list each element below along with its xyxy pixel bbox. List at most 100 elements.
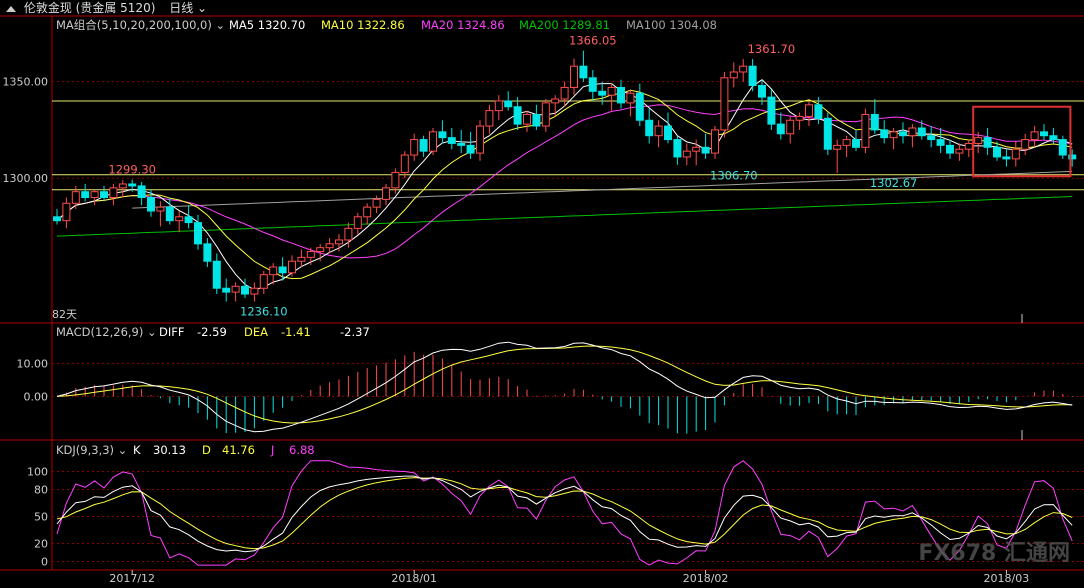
candle-body[interactable] (927, 135, 936, 141)
candle-body[interactable] (175, 216, 184, 222)
candle-body[interactable] (946, 144, 954, 154)
candle-body[interactable] (767, 96, 776, 125)
candle-body[interactable] (1040, 131, 1048, 137)
candle-body[interactable] (814, 104, 823, 119)
candle-body[interactable] (673, 139, 682, 158)
candle-body[interactable] (626, 92, 635, 104)
candle-body[interactable] (457, 142, 466, 146)
candle-body[interactable] (410, 139, 419, 156)
candle-body[interactable] (598, 90, 607, 96)
candle-body[interactable] (964, 142, 973, 150)
candle-body[interactable] (1011, 148, 1020, 160)
candle-body[interactable] (372, 198, 381, 208)
candle-body[interactable] (184, 216, 193, 224)
candle-body[interactable] (382, 187, 390, 200)
candle-body[interactable] (109, 187, 118, 198)
candle-body[interactable] (259, 274, 268, 289)
candle-body[interactable] (316, 247, 325, 253)
candle-body[interactable] (955, 148, 964, 154)
candle-body[interactable] (212, 260, 221, 289)
candle-body[interactable] (701, 146, 710, 154)
candle-body[interactable] (156, 206, 165, 212)
candle-body[interactable] (974, 137, 983, 144)
candle-body[interactable] (278, 266, 287, 274)
candle-body[interactable] (222, 287, 231, 293)
candle-body[interactable] (137, 185, 146, 198)
candle-body[interactable] (739, 65, 748, 73)
candle-body[interactable] (579, 65, 588, 79)
candle-body[interactable] (908, 127, 917, 137)
candle-body[interactable] (711, 129, 719, 154)
candle-body[interactable] (203, 243, 212, 262)
candle-body[interactable] (805, 104, 813, 117)
candle-body[interactable] (438, 131, 447, 139)
candle-body[interactable] (118, 183, 127, 189)
candle-body[interactable] (71, 191, 80, 204)
candle-body[interactable] (880, 129, 889, 139)
candle-body[interactable] (344, 227, 353, 241)
candle-body[interactable] (861, 113, 870, 148)
candle-body[interactable] (786, 119, 795, 135)
candle-body[interactable] (1068, 154, 1077, 160)
candle-body[interactable] (400, 154, 409, 173)
candle-body[interactable] (297, 256, 306, 262)
candle-body[interactable] (90, 191, 99, 198)
candle-body[interactable] (165, 206, 174, 222)
candle-body[interactable] (823, 117, 832, 150)
candle-body[interactable] (147, 196, 155, 212)
candle-body[interactable] (936, 139, 945, 146)
candle-body[interactable] (1058, 139, 1067, 156)
candle-body[interactable] (391, 171, 400, 189)
candle-body[interactable] (335, 239, 343, 245)
candle-body[interactable] (513, 106, 522, 125)
candle-body[interactable] (447, 137, 456, 144)
candle-body[interactable] (917, 127, 926, 137)
candle-body[interactable] (617, 86, 625, 104)
collapse-icon[interactable] (6, 6, 16, 12)
candle-body[interactable] (306, 251, 315, 258)
candle-body[interactable] (748, 65, 757, 87)
candle-body[interactable] (532, 113, 541, 127)
candle-body[interactable] (128, 183, 137, 187)
candle-body[interactable] (523, 113, 531, 125)
candle-body[interactable] (250, 287, 259, 295)
candle-body[interactable] (635, 92, 644, 121)
candle-body[interactable] (720, 77, 729, 131)
candle-body[interactable] (889, 131, 898, 139)
candle-body[interactable] (607, 86, 616, 96)
candle-body[interactable] (1030, 131, 1039, 141)
candle-body[interactable] (588, 77, 597, 92)
candle-body[interactable] (241, 285, 249, 295)
candle-body[interactable] (664, 125, 672, 141)
candle-body[interactable] (504, 100, 513, 108)
candle-body[interactable] (81, 191, 90, 198)
candle-body[interactable] (645, 119, 654, 137)
candle-body[interactable] (429, 131, 437, 152)
candle-body[interactable] (570, 65, 578, 88)
period-selector[interactable]: 日线 ⌄ (169, 1, 207, 15)
candle-body[interactable] (231, 285, 240, 293)
candle-body[interactable] (325, 243, 334, 249)
candle-body[interactable] (541, 102, 550, 127)
candle-body[interactable] (852, 139, 860, 148)
candle-body[interactable] (363, 206, 372, 218)
candle-body[interactable] (983, 137, 992, 148)
candle-body[interactable] (551, 98, 560, 104)
candle-body[interactable] (654, 125, 663, 137)
candle-body[interactable] (776, 123, 785, 135)
candle-body[interactable] (194, 222, 202, 245)
candle-body[interactable] (729, 71, 738, 79)
candle-body[interactable] (758, 85, 766, 98)
candle-body[interactable] (62, 202, 71, 222)
candle-body[interactable] (870, 113, 879, 131)
candle-body[interactable] (899, 131, 907, 137)
candle-body[interactable] (1021, 139, 1030, 150)
candle-body[interactable] (560, 86, 569, 100)
candle-body[interactable] (1049, 135, 1058, 141)
candle-body[interactable] (795, 115, 804, 121)
candle-body[interactable] (682, 150, 691, 158)
candle-body[interactable] (288, 260, 296, 274)
candle-body[interactable] (494, 100, 503, 112)
